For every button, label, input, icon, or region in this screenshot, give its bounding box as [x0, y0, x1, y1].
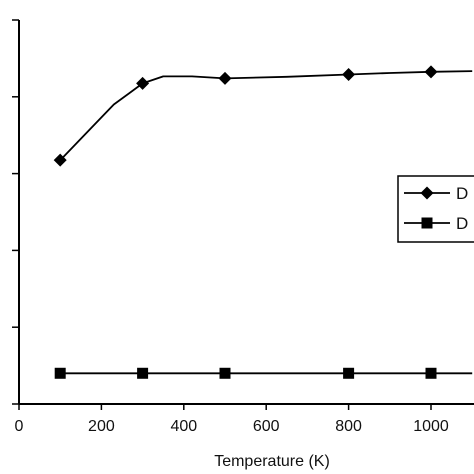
- legend-marker: [421, 217, 433, 229]
- series-1-point: [218, 71, 232, 85]
- legend-marker: [420, 186, 434, 200]
- x-tick-label: 400: [170, 418, 197, 435]
- y-axis-ticks: [12, 19, 19, 405]
- series-layer: [53, 65, 473, 379]
- series-2-point: [343, 367, 355, 379]
- legend-label: D: [456, 214, 468, 233]
- legend-box: [397, 175, 474, 243]
- series-2-point: [137, 367, 149, 379]
- legend: DD: [397, 175, 474, 243]
- series-1-point: [53, 153, 67, 167]
- plot-area: [18, 20, 474, 405]
- x-tick-label: 800: [335, 418, 362, 435]
- x-tick-label: 600: [253, 418, 280, 435]
- series-2: [54, 367, 473, 379]
- series-2-point: [425, 367, 437, 379]
- x-axis-ticks: 0 200 400 600 800 1000: [15, 404, 449, 435]
- x-axis-title: Temperature (K): [214, 453, 330, 470]
- series-1-point: [342, 68, 356, 82]
- series-1: [53, 65, 473, 167]
- series-1-line: [59, 70, 473, 161]
- x-tick-label: 1000: [413, 418, 449, 435]
- series-2-point: [54, 367, 66, 379]
- legend-label: D: [456, 184, 468, 203]
- series-1-point: [424, 65, 438, 79]
- x-tick-label: 200: [88, 418, 115, 435]
- series-2-point: [219, 367, 231, 379]
- series-1-point: [136, 76, 150, 90]
- x-tick-label: 0: [15, 418, 24, 435]
